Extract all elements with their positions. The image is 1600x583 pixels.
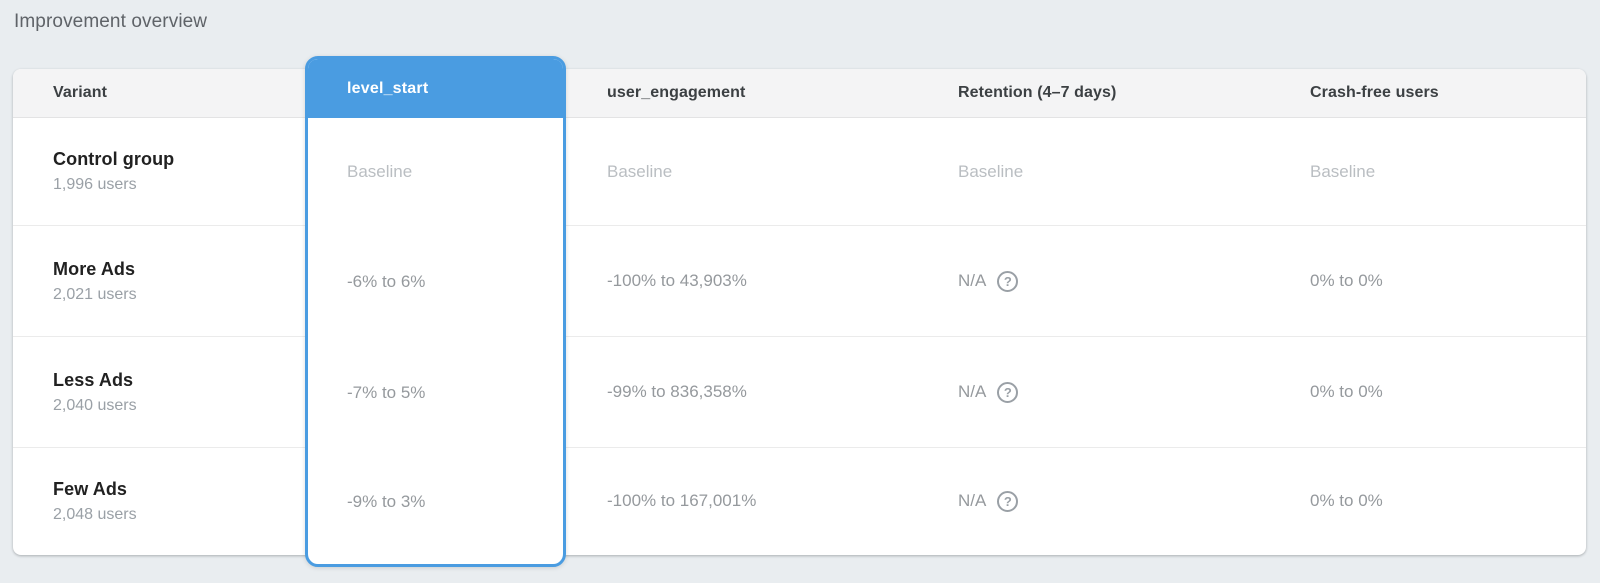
table-row-control-group: Control group 1,996 users Baseline Basel… (13, 118, 1586, 226)
variant-name: Control group (53, 149, 175, 169)
column-header-level-start[interactable]: level_start (308, 59, 563, 118)
cell-level-start: -6% to 6% (347, 271, 426, 291)
variant-user-count: 2,021 users (53, 285, 137, 303)
help-icon[interactable]: ? (997, 381, 1019, 403)
retention-value: N/A (958, 271, 987, 290)
variant-cell: Control group 1,996 users (13, 149, 305, 194)
cell-level-start: -9% to 3% (347, 491, 426, 511)
cell-user-engagement: -100% to 167,001% (607, 491, 757, 510)
column-header-user-engagement[interactable]: user_engagement (607, 84, 746, 101)
variant-name: Less Ads (53, 369, 134, 390)
cell-crash-free: 0% to 0% (1310, 491, 1383, 510)
table-row-more-ads: More Ads 2,021 users -100% to 43,903% N/… (13, 226, 1586, 337)
cell-retention: N/A ? (925, 381, 1275, 403)
variant-cell: More Ads 2,021 users (13, 259, 305, 304)
help-icon[interactable]: ? (997, 270, 1019, 292)
table-header-row: Variant user_engagement Retention (4–7 d… (13, 69, 1586, 118)
column-header-retention[interactable]: Retention (4–7 days) (958, 84, 1117, 101)
cell-user-engagement: -100% to 43,903% (607, 271, 747, 290)
help-icon[interactable]: ? (997, 490, 1019, 512)
variant-user-count: 2,040 users (53, 396, 137, 414)
column-header-crash-free[interactable]: Crash-free users (1310, 84, 1439, 101)
cell-user-engagement: Baseline (607, 161, 673, 181)
improvement-overview-table: Variant user_engagement Retention (4–7 d… (13, 69, 1586, 555)
cell-crash-free: Baseline (1310, 161, 1376, 181)
cell-retention: N/A ? (925, 490, 1275, 512)
cell-user-engagement: -99% to 836,358% (607, 382, 747, 401)
column-header-variant: Variant (53, 84, 108, 101)
variant-user-count: 2,048 users (53, 505, 137, 523)
cell-retention: N/A ? (925, 270, 1275, 292)
variant-user-count: 1,996 users (53, 176, 137, 193)
cell-crash-free: 0% to 0% (1310, 271, 1383, 290)
selected-metric-column[interactable]: level_start Baseline -6% to 6% -7% to 5%… (305, 56, 566, 567)
cell-retention: Baseline (958, 161, 1024, 181)
page-title: Improvement overview (14, 11, 208, 32)
variant-name: More Ads (53, 258, 136, 279)
retention-value: N/A (958, 491, 987, 510)
cell-crash-free: 0% to 0% (1310, 382, 1383, 401)
table-row-less-ads: Less Ads 2,040 users -99% to 836,358% N/… (13, 337, 1586, 448)
table-row-few-ads: Few Ads 2,048 users -100% to 167,001% N/… (13, 448, 1586, 554)
retention-value: N/A (958, 382, 987, 401)
variant-name: Few Ads (53, 478, 128, 499)
cell-level-start: -7% to 5% (347, 382, 426, 402)
cell-level-start: Baseline (347, 162, 413, 181)
variant-cell: Few Ads 2,048 users (13, 479, 305, 524)
variant-cell: Less Ads 2,040 users (13, 370, 305, 415)
